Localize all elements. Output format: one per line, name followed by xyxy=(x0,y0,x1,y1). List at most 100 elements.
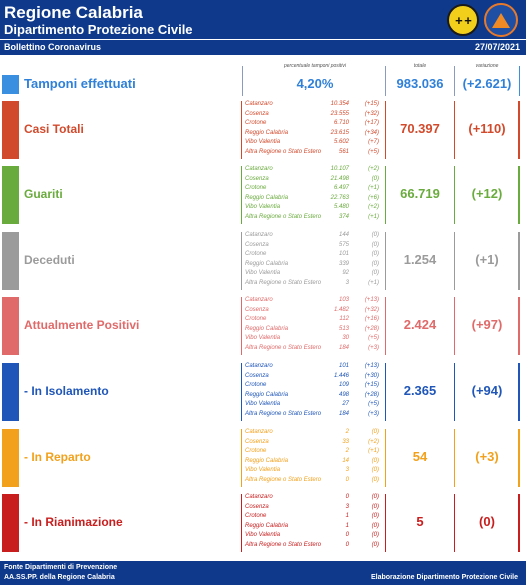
province-value: 23.615 xyxy=(330,130,349,136)
province-delta: (+17) xyxy=(364,120,379,126)
province-row: Cosenza 1.446 (+30) xyxy=(243,373,383,381)
province-delta: (+5) xyxy=(368,335,379,341)
province-name: Cosenza xyxy=(245,504,269,510)
province-value: 3 xyxy=(345,467,349,473)
divider-line xyxy=(241,363,242,421)
province-row: Vibo Valentia 27 (+5) xyxy=(243,401,383,409)
province-delta: (0) xyxy=(371,270,379,276)
province-value: 10.107 xyxy=(330,166,349,172)
province-row: Altra Regione o Stato Estero 0 (0) xyxy=(243,477,383,485)
province-name: Altra Regione o Stato Estero xyxy=(245,280,322,286)
source-line-1: Fonte Dipartimenti di Prevenzione xyxy=(4,564,118,571)
province-row: Catanzaro 101 (+13) xyxy=(243,363,383,371)
divider-line xyxy=(241,297,242,355)
province-list: Catanzaro 144 (0) Cosenza 575 (0) Crotone 101 (0… xyxy=(243,232,383,290)
divider-line xyxy=(385,494,386,552)
province-value: 1 xyxy=(345,523,349,529)
tamponi-color-bar xyxy=(2,75,19,94)
province-row: Reggio Calabria 339 (0) xyxy=(243,261,383,269)
section-total: 70.397 xyxy=(400,121,440,136)
province-delta: (+34) xyxy=(364,130,379,136)
province-value: 184 xyxy=(338,411,349,417)
province-name: Cosenza xyxy=(245,307,269,313)
section-total: 2.365 xyxy=(403,383,437,398)
province-value: 1 xyxy=(345,513,349,519)
province-name: Crotone xyxy=(245,120,267,126)
section-right-edge xyxy=(518,363,520,421)
province-row: Catanzaro 2 (0) xyxy=(243,429,383,437)
section-color-bar xyxy=(2,232,19,290)
divider-line xyxy=(242,66,243,96)
section-variation: (+97) xyxy=(471,317,503,332)
province-delta: (+5) xyxy=(368,401,379,407)
section-right-edge xyxy=(518,166,520,224)
header-banner: Regione Calabria Dipartimento Protezione… xyxy=(0,0,526,39)
province-row: Catanzaro 10.107 (+2) xyxy=(243,166,383,174)
province-delta: (0) xyxy=(371,232,379,238)
footer-banner: Fonte Dipartimenti di Prevenzione AA.SS.… xyxy=(0,561,526,585)
divider-line xyxy=(241,101,242,159)
province-delta: (0) xyxy=(371,467,379,473)
divider-line xyxy=(454,297,455,355)
province-name: Catanzaro xyxy=(245,297,273,303)
divider-line xyxy=(241,166,242,224)
province-value: 3 xyxy=(345,280,349,286)
section-color-bar xyxy=(2,101,19,159)
province-value: 0 xyxy=(345,494,349,500)
province-row: Cosenza 21.498 (0) xyxy=(243,176,383,184)
section-label: Casi Totali xyxy=(24,122,84,136)
province-name: Cosenza xyxy=(245,111,269,117)
province-row: Altra Regione o Stato Estero 374 (+1) xyxy=(243,214,383,222)
province-name: Reggio Calabria xyxy=(245,326,289,332)
province-delta: (+30) xyxy=(364,373,379,379)
section-total: 66.719 xyxy=(400,186,440,201)
divider-line xyxy=(454,363,455,421)
section-total: 2.424 xyxy=(403,317,437,332)
section-variation: (+1) xyxy=(475,252,499,267)
province-name: Altra Regione o Stato Estero xyxy=(245,477,322,483)
province-list: Catanzaro 101 (+13) Cosenza 1.446 (+30) Croton… xyxy=(243,363,383,421)
province-delta: (+7) xyxy=(368,139,379,145)
province-list: Catanzaro 103 (+13) Cosenza 1.482 (+32) Croton… xyxy=(243,297,383,355)
province-name: Catanzaro xyxy=(245,232,273,238)
province-row: Crotone 1 (0) xyxy=(243,513,383,521)
province-name: Catanzaro xyxy=(245,166,273,172)
total-column-header: totale xyxy=(413,63,427,69)
section-row: - In Reparto Catanzaro 2 (0) Cosenza 33 (+2) Cr… xyxy=(0,429,526,489)
province-delta: (+15) xyxy=(364,101,379,107)
province-value: 1.446 xyxy=(333,373,349,379)
province-name: Catanzaro xyxy=(245,494,273,500)
province-value: 27 xyxy=(342,401,349,407)
tamponi-variation: (+2.621) xyxy=(462,76,512,91)
province-row: Catanzaro 144 (0) xyxy=(243,232,383,240)
province-value: 22.763 xyxy=(330,195,349,201)
province-name: Altra Regione o Stato Estero xyxy=(245,411,322,417)
logo-cross-text: + + xyxy=(455,12,472,28)
divider-line xyxy=(385,429,386,487)
province-name: Vibo Valentia xyxy=(245,532,281,538)
section-color-bar xyxy=(2,166,19,224)
province-delta: (0) xyxy=(371,429,379,435)
province-name: Crotone xyxy=(245,316,267,322)
section-variation: (+3) xyxy=(475,449,499,464)
section-label: Deceduti xyxy=(24,253,75,267)
province-name: Altra Regione o Stato Estero xyxy=(245,149,322,155)
province-name: Catanzaro xyxy=(245,363,273,369)
province-value: 184 xyxy=(338,345,349,351)
province-value: 2 xyxy=(345,448,349,454)
divider-line xyxy=(385,166,386,224)
section-color-bar xyxy=(2,363,19,421)
province-delta: (0) xyxy=(371,504,379,510)
province-delta: (+28) xyxy=(364,392,379,398)
section-row: Guariti Catanzaro 10.107 (+2) Cosenza 21.498 (… xyxy=(0,166,526,226)
province-delta: (0) xyxy=(371,532,379,538)
province-value: 101 xyxy=(338,363,349,369)
province-name: Altra Regione o Stato Estero xyxy=(245,542,322,548)
province-value: 144 xyxy=(338,232,349,238)
variation-column-header: variazione xyxy=(475,63,499,69)
section-color-bar xyxy=(2,494,19,552)
section-right-edge xyxy=(518,297,520,355)
province-row: Crotone 6.710 (+17) xyxy=(243,120,383,128)
divider-line xyxy=(241,232,242,290)
section-label: - In Reparto xyxy=(24,450,91,464)
